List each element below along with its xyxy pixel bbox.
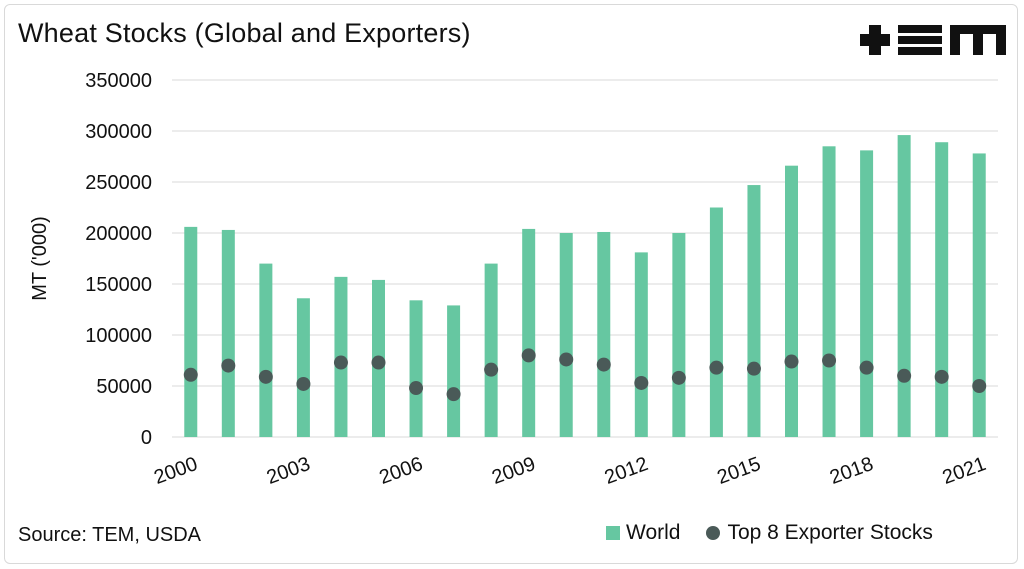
source-note: Source: TEM, USDA bbox=[18, 524, 202, 546]
point-exporters bbox=[409, 381, 424, 396]
legend-item-exporters: Top 8 Exporter Stocks bbox=[706, 521, 933, 545]
legend-item-world: World bbox=[606, 521, 680, 545]
y-tick-label: 100000 bbox=[85, 325, 152, 347]
point-exporters bbox=[484, 362, 499, 377]
point-exporters bbox=[183, 367, 198, 382]
point-exporters bbox=[333, 355, 348, 370]
x-tick-label: 2018 bbox=[827, 453, 876, 489]
point-exporters bbox=[822, 353, 837, 368]
y-axis-label: MT ('000) bbox=[29, 216, 51, 301]
tem-logo bbox=[860, 22, 1006, 63]
chart-legend: World Top 8 Exporter Stocks bbox=[606, 521, 933, 545]
bar-world bbox=[634, 252, 648, 437]
point-exporters bbox=[709, 360, 724, 375]
bar-world bbox=[860, 150, 874, 437]
point-exporters bbox=[521, 348, 536, 363]
point-exporters bbox=[221, 358, 236, 373]
x-tick-label: 2000 bbox=[151, 453, 200, 489]
point-exporters bbox=[296, 376, 311, 391]
point-exporters bbox=[671, 370, 686, 385]
bar-world bbox=[709, 207, 723, 437]
bar-world bbox=[184, 226, 198, 437]
x-tick-label: 2012 bbox=[602, 453, 651, 489]
bar-world bbox=[672, 233, 686, 437]
bar-world bbox=[447, 305, 461, 437]
bar-world bbox=[597, 231, 611, 437]
legend-swatch-world bbox=[606, 526, 620, 540]
x-tick-label: 2003 bbox=[264, 453, 313, 489]
legend-swatch-exporters bbox=[706, 526, 721, 540]
point-exporters bbox=[371, 355, 386, 370]
point-exporters bbox=[746, 361, 761, 376]
x-tick-label: 2021 bbox=[940, 453, 989, 489]
point-exporters bbox=[559, 352, 574, 367]
bar-world bbox=[409, 300, 423, 437]
point-exporters bbox=[446, 387, 461, 402]
x-tick-label: 2006 bbox=[376, 453, 425, 489]
bar-world bbox=[484, 263, 498, 437]
bar-world bbox=[259, 263, 273, 437]
point-exporters bbox=[596, 357, 611, 372]
point-exporters bbox=[972, 379, 987, 393]
point-exporters bbox=[634, 375, 649, 390]
bar-world bbox=[897, 135, 911, 437]
point-exporters bbox=[859, 360, 874, 375]
legend-label-exporters: Top 8 Exporter Stocks bbox=[727, 521, 933, 544]
x-tick-label: 2009 bbox=[489, 453, 538, 489]
y-tick-label: 0 bbox=[141, 427, 152, 449]
bar-world bbox=[935, 142, 949, 437]
bar-world bbox=[822, 146, 836, 438]
point-exporters bbox=[934, 369, 949, 384]
bar-world bbox=[747, 185, 761, 437]
bar-world bbox=[296, 298, 310, 437]
bar-world bbox=[972, 153, 986, 437]
chart-title: Wheat Stocks (Global and Exporters) bbox=[18, 18, 471, 48]
y-tick-label: 150000 bbox=[85, 274, 152, 296]
point-exporters bbox=[897, 368, 912, 383]
bar-world bbox=[522, 228, 536, 437]
bar-world bbox=[559, 233, 573, 437]
point-exporters bbox=[258, 369, 273, 384]
y-tick-label: 250000 bbox=[85, 172, 152, 194]
bar-world bbox=[785, 165, 798, 437]
tem-logo-icon bbox=[860, 25, 1006, 55]
bar-world bbox=[221, 229, 235, 437]
x-tick-label: 2015 bbox=[714, 453, 763, 489]
y-tick-label: 300000 bbox=[85, 121, 152, 143]
y-tick-label: 200000 bbox=[85, 223, 152, 245]
legend-label-world: World bbox=[626, 521, 681, 544]
point-exporters bbox=[784, 354, 799, 369]
y-tick-label: 350000 bbox=[85, 70, 152, 92]
y-tick-label: 50000 bbox=[96, 376, 152, 398]
